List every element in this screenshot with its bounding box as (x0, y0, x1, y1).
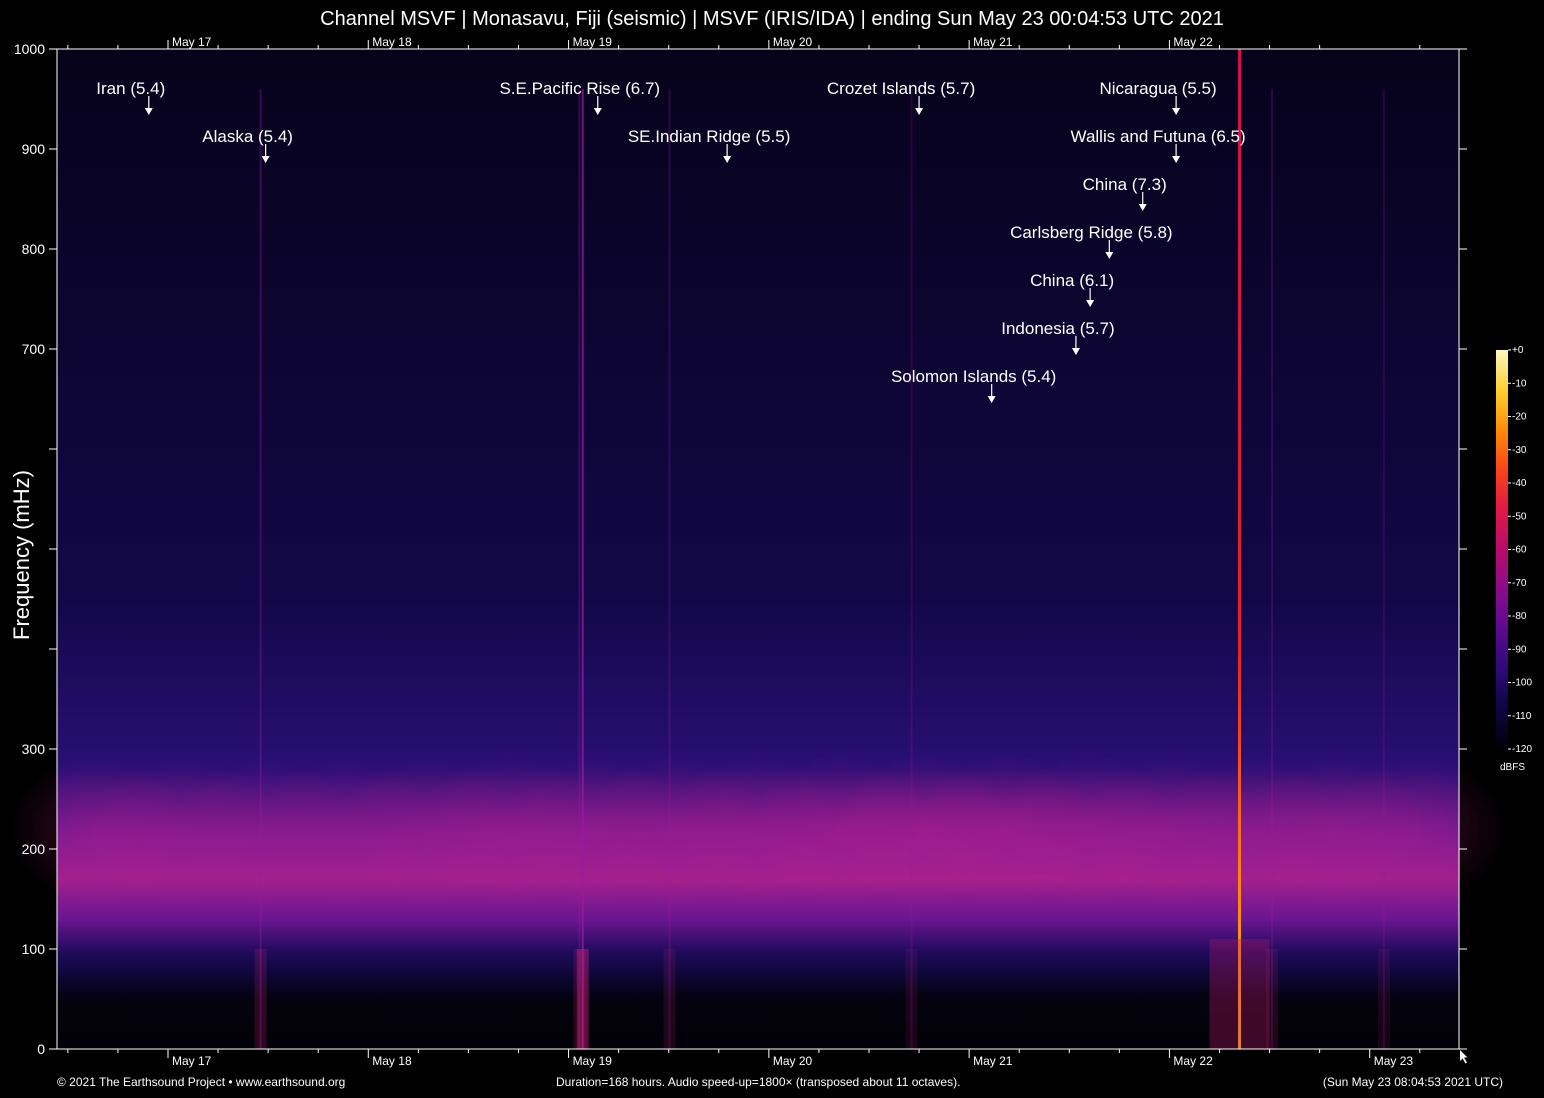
event-line (578, 89, 581, 1049)
event-lines (254, 49, 1390, 1049)
event-arrow-head (1105, 252, 1114, 259)
y-axis-ticks: 0 100 200 300 700 800 900 1000 (14, 41, 1467, 1057)
event-arrow-head (1086, 300, 1095, 307)
x-tick-label-top: May 19 (573, 35, 613, 49)
event-line-glow (576, 949, 589, 1049)
event-line (259, 89, 262, 1049)
x-tick-label-top: May 18 (372, 35, 412, 49)
x-axis-ticks: May 17 May 17 May 18 May 18 May 19 May 19 May … (67, 35, 1421, 1068)
x-tick-label: May 19 (573, 1054, 613, 1068)
x-tick-label-top: May 17 (172, 35, 212, 49)
event-label: Wallis and Futuna (6.5) (1071, 127, 1246, 146)
event-line-glow (905, 949, 918, 1049)
colorbar-tick-label: +0 (1512, 345, 1524, 356)
event-line-glow (254, 949, 267, 1049)
y-tick-label: 0 (37, 1041, 45, 1057)
x-tick-label-top: May 20 (773, 35, 813, 49)
event-arrow-head (261, 156, 270, 163)
colorbar-tick-label: -90 (1512, 644, 1527, 655)
event-line (668, 89, 671, 1049)
y-tick-label: 200 (22, 841, 46, 857)
event-label: Crozet Islands (5.7) (827, 79, 975, 98)
energy-band (7, 754, 1509, 904)
colorbar-tick-label: -50 (1512, 511, 1527, 522)
footer-duration: Duration=168 hours. Audio speed-up=1800×… (556, 1075, 961, 1089)
event-label: Indonesia (5.7) (1001, 319, 1114, 338)
colorbar-tick-label: -10 (1512, 378, 1527, 389)
x-tick-label: May 20 (773, 1054, 813, 1068)
colorbar-tick-label: -100 (1512, 678, 1532, 689)
x-tick-label: May 18 (372, 1054, 412, 1068)
event-label: SE.Indian Ridge (5.5) (628, 127, 791, 146)
y-tick-label: 1000 (14, 41, 45, 57)
x-tick-label-top: May 21 (973, 35, 1013, 49)
y-tick-label: 800 (22, 241, 46, 257)
colorbar: +0 -10 -20 -30 -40 -50 -60 -70 -80 -90 -100 -110 -12… (1496, 345, 1532, 755)
colorbar-tick-label: -80 (1512, 611, 1527, 622)
event-arrow-head (1172, 108, 1181, 115)
event-label: China (7.3) (1083, 175, 1167, 194)
event-arrow-head (593, 108, 602, 115)
y-tick-label: 300 (22, 741, 46, 757)
cursor-icon (1460, 1050, 1468, 1064)
event-arrow-head (1071, 348, 1080, 355)
event-arrow-head (1172, 156, 1181, 163)
event-label: Alaska (5.4) (202, 127, 293, 146)
event-line (1238, 49, 1242, 1049)
colorbar-unit-label: dBFS (1500, 762, 1526, 773)
colorbar-tick-label: -20 (1512, 412, 1527, 423)
colorbar-tick-label: -40 (1512, 478, 1527, 489)
x-tick-label: May 22 (1173, 1054, 1213, 1068)
event-annotations: Iran (5.4) Alaska (5.4) S.E.Pacific Rise (… (96, 79, 1246, 403)
x-tick-label: May 23 (1374, 1054, 1414, 1068)
event-line (1382, 89, 1385, 1049)
colorbar-tick-label: -30 (1512, 445, 1527, 456)
y-tick-label: 900 (22, 141, 46, 157)
event-arrow-head (723, 156, 732, 163)
colorbar-tick-label: -70 (1512, 578, 1527, 589)
band-segment (1327, 754, 1509, 904)
footer-timestamp: (Sun May 23 08:04:53 2021 UTC) (1322, 1075, 1503, 1089)
x-tick-label-top: May 22 (1173, 35, 1213, 49)
event-line-glow (1266, 949, 1279, 1049)
colorbar-tick-label: -120 (1512, 744, 1532, 755)
chart-title: Channel MSVF | Monasavu, Fiji (seismic) … (320, 8, 1224, 30)
event-label: S.E.Pacific Rise (6.7) (499, 79, 660, 98)
footer-copyright: © 2021 The Earthsound Project • www.eart… (57, 1075, 346, 1089)
event-label: China (6.1) (1030, 271, 1114, 290)
event-arrow-head (915, 108, 924, 115)
event-label: Carlsberg Ridge (5.8) (1010, 223, 1173, 242)
y-tick-label: 700 (22, 341, 46, 357)
event-line-glow (663, 949, 676, 1049)
event-line (581, 89, 584, 1049)
event-label: Iran (5.4) (96, 79, 165, 98)
colorbar-gradient (1496, 350, 1508, 749)
event-line (910, 89, 913, 1049)
x-tick-label: May 17 (172, 1054, 212, 1068)
x-tick-label: May 21 (973, 1054, 1013, 1068)
event-line (1271, 89, 1274, 1049)
event-label: Nicaragua (5.5) (1100, 79, 1217, 98)
event-label: Solomon Islands (5.4) (891, 367, 1056, 386)
event-arrow-head (987, 396, 996, 403)
y-tick-label: 100 (22, 941, 46, 957)
event-arrow-head (1138, 204, 1147, 211)
y-axis-label: Frequency (mHz) (9, 470, 34, 640)
event-arrow-head (144, 108, 153, 115)
colorbar-tick-label: -60 (1512, 545, 1527, 556)
event-line-glow (1377, 949, 1390, 1049)
colorbar-tick-label: -110 (1512, 711, 1532, 722)
event-line-glow (1209, 939, 1270, 1049)
